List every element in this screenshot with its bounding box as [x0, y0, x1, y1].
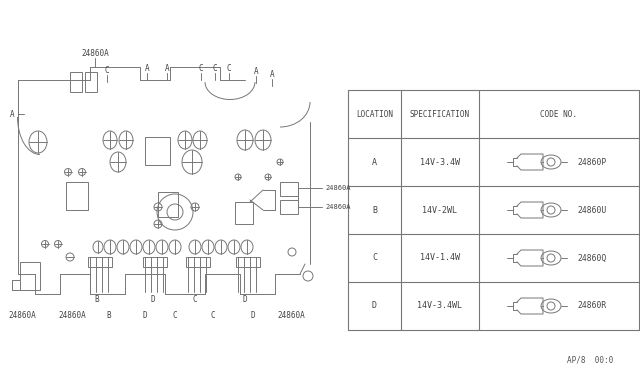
Text: A: A — [253, 67, 259, 76]
Text: 14V-1.4W: 14V-1.4W — [420, 253, 460, 263]
Bar — [236, 257, 260, 267]
Bar — [70, 72, 82, 92]
Bar — [186, 257, 210, 267]
Bar — [143, 257, 167, 267]
Text: A: A — [372, 157, 377, 167]
Text: C: C — [105, 65, 109, 74]
Text: B: B — [372, 205, 377, 215]
Text: D: D — [251, 311, 255, 320]
Bar — [66, 182, 88, 210]
Text: 24860P: 24860P — [577, 157, 606, 167]
Text: 24860A: 24860A — [325, 204, 351, 210]
Text: 24860A: 24860A — [81, 48, 109, 58]
Text: AP/8  00:0: AP/8 00:0 — [567, 356, 613, 365]
Bar — [88, 257, 112, 267]
Text: D: D — [372, 301, 377, 311]
Text: A: A — [145, 64, 149, 73]
Text: A: A — [164, 64, 170, 73]
Bar — [20, 262, 40, 290]
Text: C: C — [212, 64, 218, 73]
Text: D: D — [243, 295, 247, 305]
Bar — [145, 137, 170, 165]
Text: D: D — [143, 311, 147, 320]
Text: 24860R: 24860R — [577, 301, 606, 311]
Text: C: C — [372, 253, 377, 263]
Text: 24860A: 24860A — [8, 311, 36, 320]
Text: A: A — [10, 109, 14, 119]
Text: B: B — [95, 295, 99, 305]
Text: LOCATION: LOCATION — [356, 109, 393, 119]
Text: 24860A: 24860A — [277, 311, 305, 320]
Bar — [85, 72, 97, 92]
Text: D: D — [150, 295, 156, 305]
Text: C: C — [198, 64, 204, 73]
Text: 24860U: 24860U — [577, 205, 606, 215]
Text: 14V-2WL: 14V-2WL — [422, 205, 458, 215]
Bar — [280, 200, 298, 214]
Bar — [280, 182, 298, 196]
Text: A: A — [269, 70, 275, 78]
Text: B: B — [107, 311, 111, 320]
Text: SPECIFICATION: SPECIFICATION — [410, 109, 470, 119]
Text: 24860A: 24860A — [325, 185, 351, 191]
Text: 24860Q: 24860Q — [577, 253, 606, 263]
Text: 14V-3.4W: 14V-3.4W — [420, 157, 460, 167]
Text: C: C — [193, 295, 197, 305]
Text: C: C — [173, 311, 177, 320]
Text: C: C — [211, 311, 215, 320]
Bar — [158, 192, 178, 217]
Text: 14V-3.4WL: 14V-3.4WL — [417, 301, 463, 311]
Text: CODE NO.: CODE NO. — [541, 109, 577, 119]
Text: C: C — [227, 64, 231, 73]
Bar — [235, 202, 253, 224]
Text: 24860A: 24860A — [58, 311, 86, 320]
